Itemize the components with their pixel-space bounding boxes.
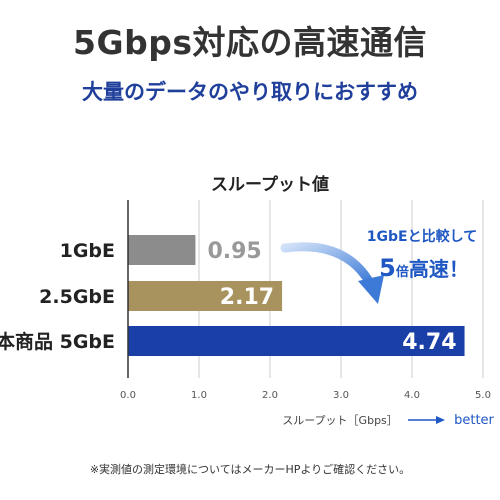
comparison-arrow [280, 242, 375, 288]
value-label: 4.74 [402, 330, 456, 355]
footnote: ※実測値の測定環境についてはメーカーHPよりご確認ください。 [89, 463, 411, 476]
better-arrow-head [436, 416, 445, 424]
x-axis: 0.0 1.0 2.0 3.0 4.0 5.0 [120, 200, 491, 401]
better-label: better [454, 413, 494, 428]
bars: 1GbE 0.95 2.5GbE 2.17 本商品 5GbE 4.74 [0, 235, 465, 356]
x-tick-label: 5.0 [475, 390, 491, 401]
bar [128, 326, 465, 356]
value-label: 2.17 [220, 285, 274, 310]
annotation-number: 5 [379, 254, 396, 282]
x-tick-label: 0.0 [120, 390, 136, 401]
x-tick-label: 3.0 [333, 390, 349, 401]
bar [128, 281, 283, 311]
value-label: 0.95 [207, 239, 261, 264]
category-label: 2.5GbE [39, 286, 115, 308]
x-tick-label: 4.0 [404, 390, 420, 401]
category-label: 1GbE [60, 240, 115, 262]
bar [128, 235, 196, 265]
category-label: 本商品 5GbE [0, 330, 115, 353]
annotation-line1: 1GbEと比較して [367, 228, 477, 245]
subheadline: 大量のデータのやり取りにおすすめ [82, 80, 418, 104]
annotation-line2: 5倍高速！ [379, 254, 469, 282]
annotation-speed: 高速！ [409, 257, 469, 281]
comparison-arrow-head [358, 275, 384, 304]
headline: 5Gbps対応の高速通信 [73, 23, 427, 62]
x-axis-label: スループット［Gbps］ [282, 414, 398, 427]
chart-title: スループット値 [211, 174, 329, 195]
x-tick-label: 2.0 [262, 390, 278, 401]
annotation-unit: 倍 [396, 264, 409, 280]
x-tick-label: 1.0 [191, 390, 207, 401]
throughput-chart: スループット値 1GbE 0.95 2.5GbE 2.17 本商品 5GbE 4.74 0… [0, 174, 495, 428]
